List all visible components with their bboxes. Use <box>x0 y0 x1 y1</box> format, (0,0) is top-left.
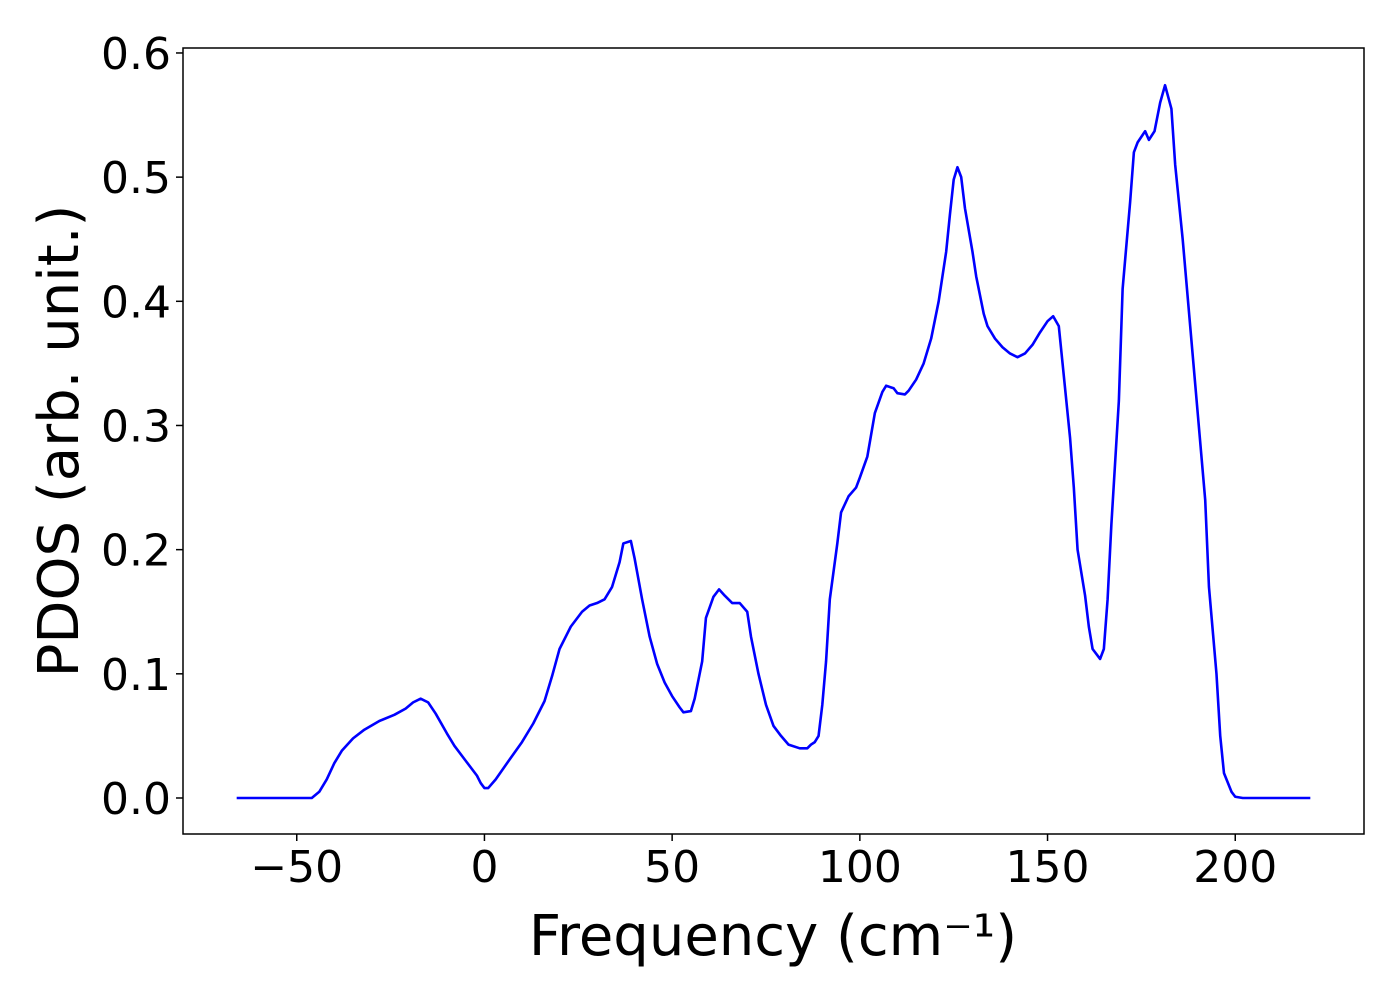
data-line <box>236 83 1311 800</box>
x-tick-label: 150 <box>1006 842 1090 893</box>
x-tick-label: 50 <box>644 842 700 893</box>
y-tick-label: 0.0 <box>101 774 171 825</box>
y-tick-label: 0.2 <box>101 526 171 577</box>
y-tick-label: 0.4 <box>101 277 171 328</box>
x-axis-label: Frequency (cm⁻¹) <box>529 904 1017 969</box>
y-axis-label: PDOS (arb. unit.) <box>27 205 92 678</box>
y-tick-label: 0.5 <box>101 153 171 204</box>
plot-frame <box>182 47 1365 835</box>
y-tick-label: 0.6 <box>101 29 171 80</box>
x-tick-label: 0 <box>470 842 498 893</box>
y-tick-label: 0.1 <box>101 650 171 701</box>
x-tick-label: −50 <box>250 842 343 893</box>
x-tick-label: 200 <box>1193 842 1277 893</box>
y-tick-label: 0.3 <box>101 401 171 452</box>
x-tick-label: 100 <box>818 842 902 893</box>
